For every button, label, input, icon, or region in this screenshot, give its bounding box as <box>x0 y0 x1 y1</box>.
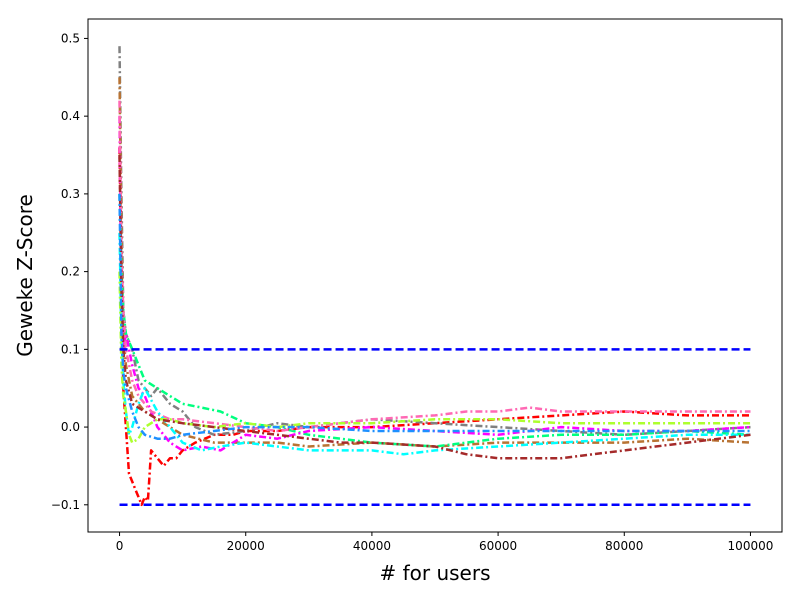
y-tick-label: 0.2 <box>61 265 80 279</box>
plot-area <box>118 46 751 507</box>
series-line-4 <box>118 193 751 448</box>
series-line-9 <box>118 154 751 460</box>
series-line-1 <box>118 147 751 507</box>
series-lines <box>118 46 751 507</box>
x-tick-label: 80000 <box>605 539 643 553</box>
series-line-6 <box>118 100 751 433</box>
x-tick-label: 0 <box>116 539 124 553</box>
y-axis-ticks: −0.1 0.0 0.1 0.2 0.3 0.4 0.5 <box>51 31 88 512</box>
x-tick-label: 100000 <box>728 539 774 553</box>
y-tick-label: 0.5 <box>61 31 80 45</box>
y-tick-label: −0.1 <box>51 498 80 512</box>
series-line-2 <box>118 46 751 437</box>
axes-frame <box>87 18 783 533</box>
y-tick-label: 0.0 <box>61 420 80 434</box>
x-tick-label: 40000 <box>353 539 391 553</box>
x-tick-label: 20000 <box>227 539 265 553</box>
series-line-10 <box>118 193 751 440</box>
series-line-8 <box>118 271 751 444</box>
y-tick-label: 0.3 <box>61 187 80 201</box>
y-tick-label: 0.1 <box>61 342 80 356</box>
x-axis-ticks: 0 20000 40000 60000 80000 100000 <box>116 532 774 553</box>
x-axis-title: # for users <box>379 561 490 585</box>
series-line-3 <box>118 77 751 448</box>
reference-lines <box>119 348 751 507</box>
x-tick-label: 60000 <box>479 539 517 553</box>
y-tick-label: 0.4 <box>61 109 80 123</box>
y-axis-title: Geweke Z-Score <box>13 194 37 357</box>
